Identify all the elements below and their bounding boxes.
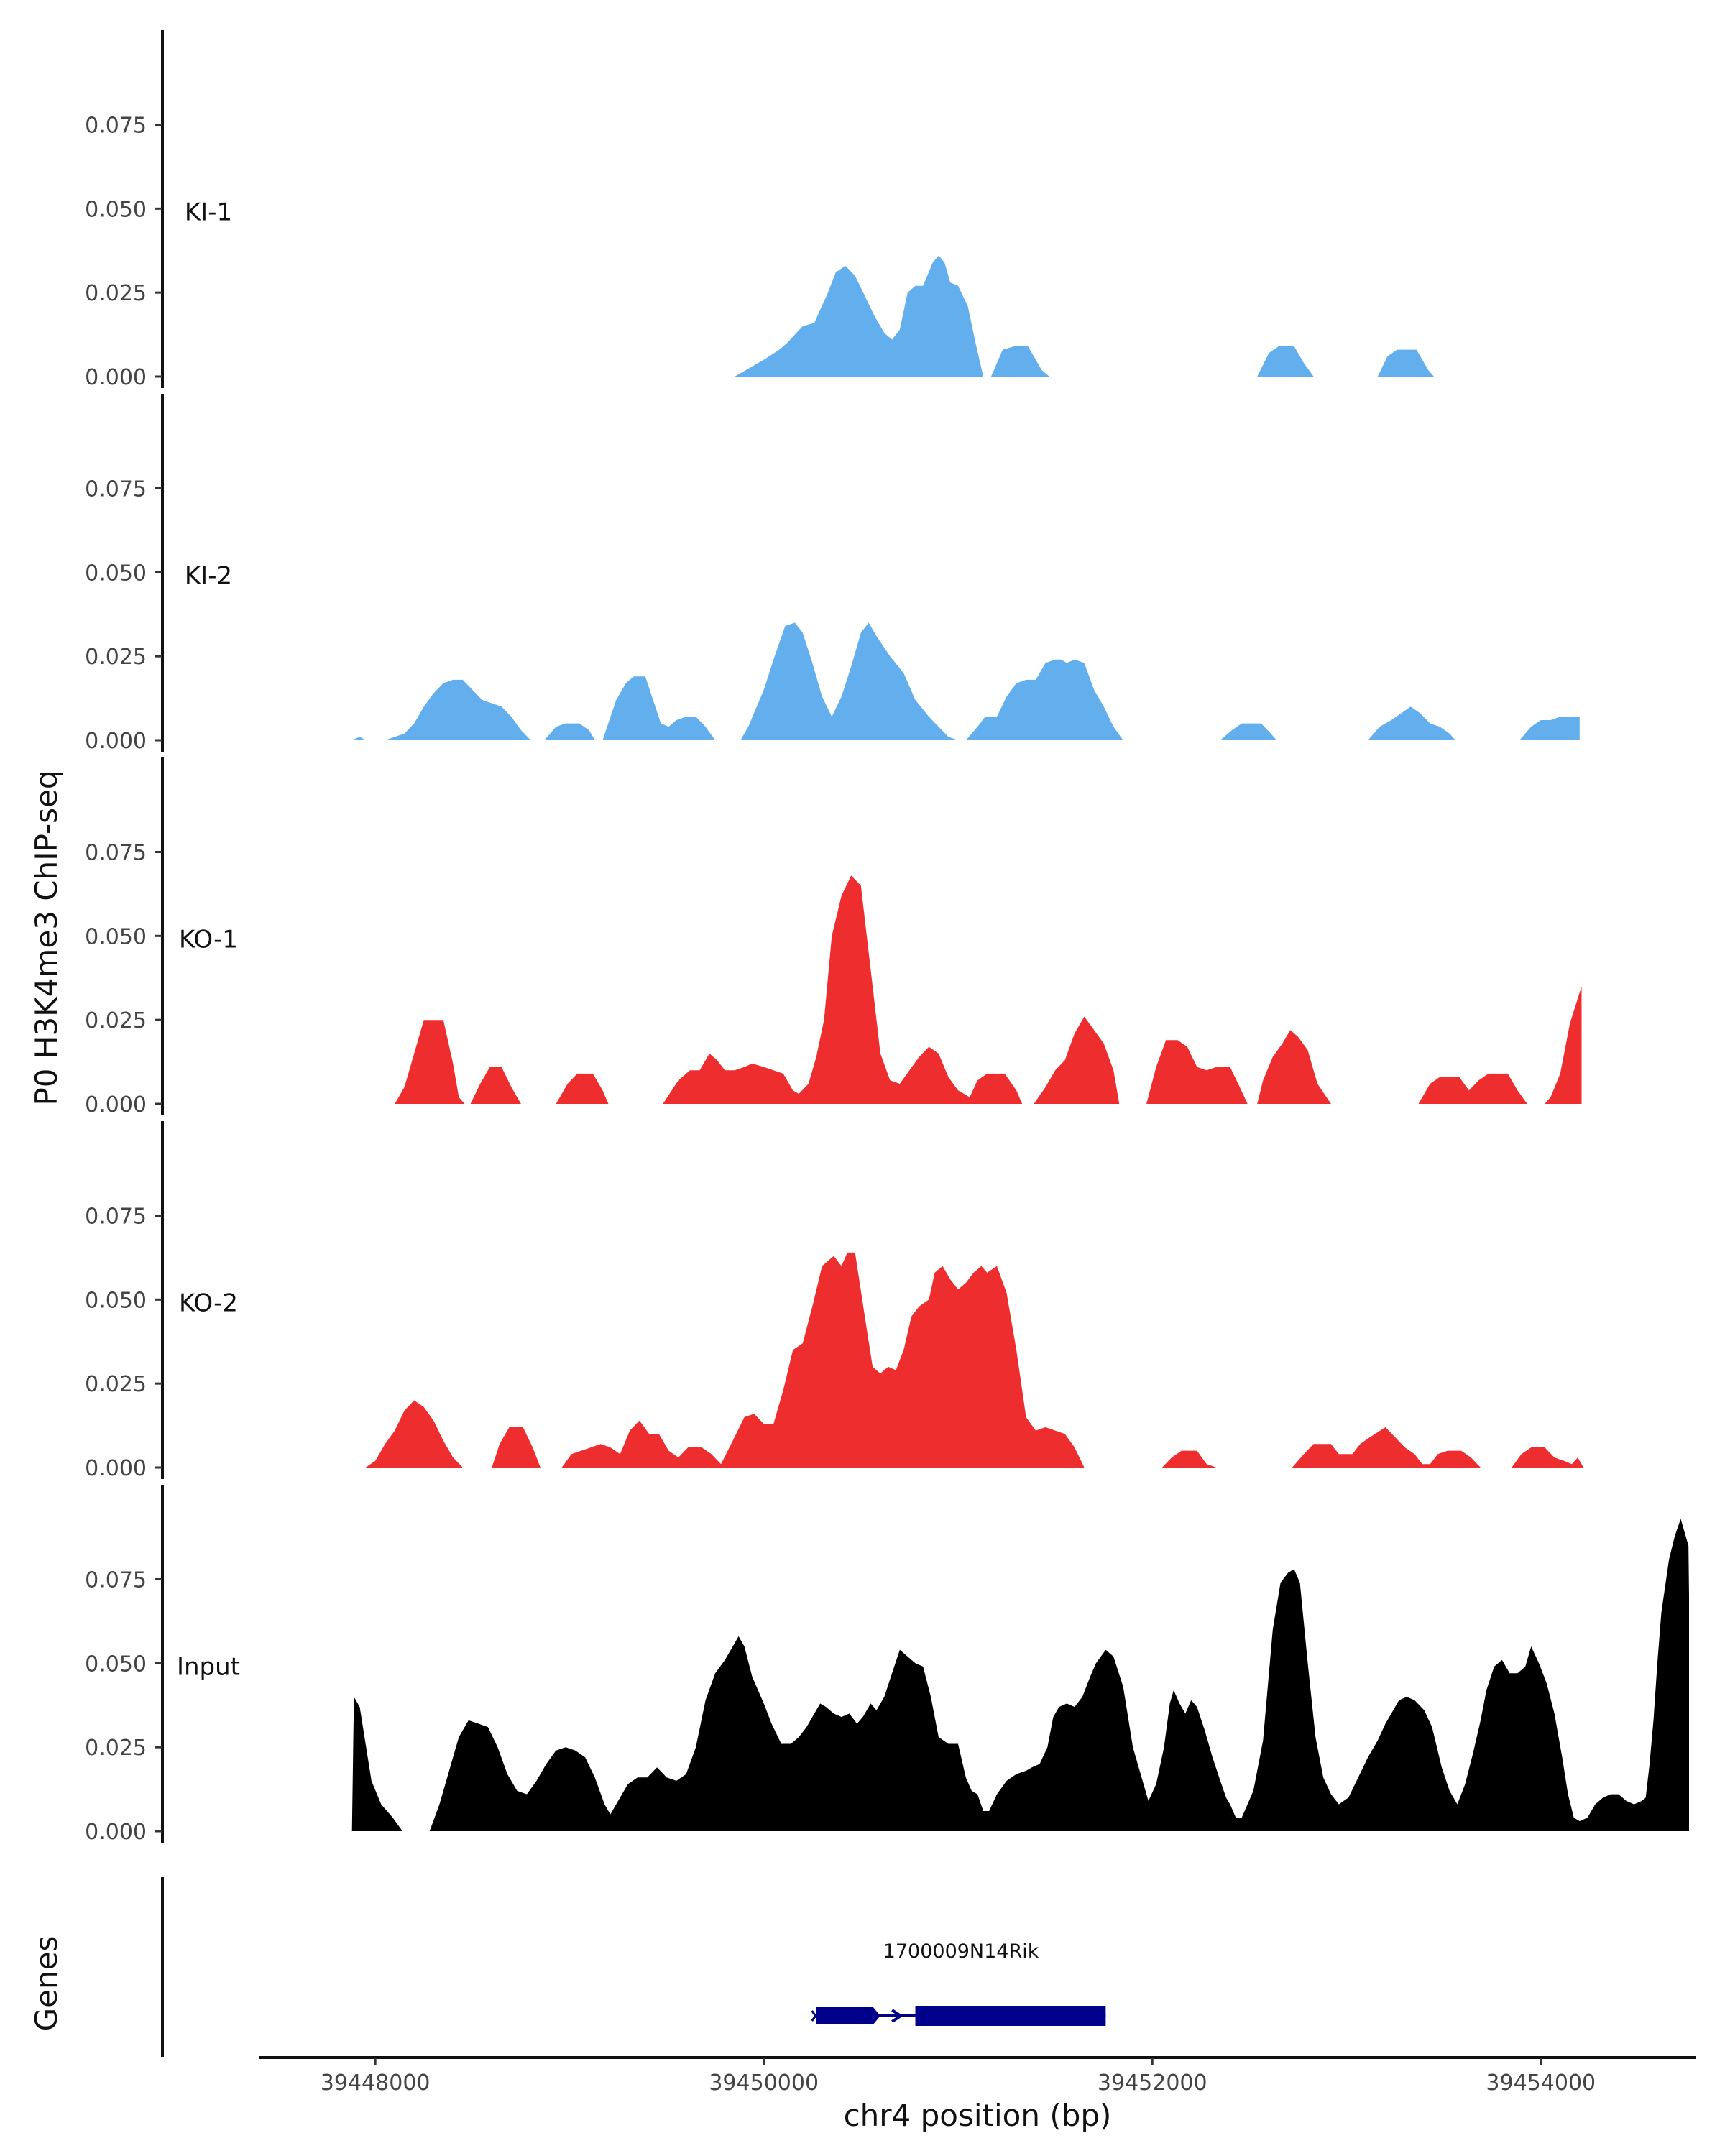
x-tick-label: 39452000 [1098,2070,1208,2096]
y-axis-title: P0 H3K4me3 ChIP-seq [29,770,64,1105]
y-tick-label: 0.025 [85,1008,147,1033]
track-label: KI-2 [185,562,232,591]
y-tick-label: 0.000 [85,365,147,390]
signal-area-ki-2 [351,622,1580,740]
x-axis: chr4 position (bp) 39448000 39450000 39452… [259,2056,1696,2133]
y-tick-label: 0.075 [85,476,147,502]
y-tick-label: 0.025 [85,1372,147,1397]
track-label: KO-1 [179,926,238,954]
y-tick-label: 0.000 [85,1456,147,1481]
y-tick-label: 0.050 [85,197,147,222]
y-tick-label: 0.050 [85,924,147,949]
signal-area-ko-2 [365,1252,1584,1468]
y-tick-label: 0.025 [85,1736,147,1761]
x-axis-title: chr4 position (bp) [844,2098,1112,2133]
y-tick-label: 0.000 [85,1092,147,1118]
signal-area-ki-1 [735,255,1435,377]
y-tick-label: 0.075 [85,1204,147,1229]
track-ko-2: 0.000 0.025 0.050 0.075 KO-2 [85,1121,1584,1481]
track-ki-1: 0.000 0.025 0.050 0.075 KI-1 [85,30,1435,390]
signal-area-input [351,1519,1690,1831]
signal-area-ko-1 [395,875,1582,1104]
gene-panel-title: Genes [29,1936,64,2032]
y-tick-label: 0.050 [85,1651,147,1677]
gene-exon-right [915,2006,1106,2026]
track-label: KO-2 [179,1289,238,1318]
gene-name-label: 1700009N14Rik [883,1940,1039,1963]
track-label: Input [177,1653,240,1682]
y-tick-label: 0.050 [85,561,147,586]
y-axis-title-group: P0 H3K4me3 ChIP-seq [29,770,64,1105]
y-tick-label: 0.000 [85,1820,147,1845]
x-tick-label: 39450000 [709,2070,819,2096]
gene-strand-arrow-icon [891,2009,903,2023]
tracks: 0.0000.0250.0500.075KI-10.0000.0250.0500… [85,30,1690,1845]
gene-panel: Genes 1700009N14Rik [29,1877,1106,2057]
y-tick-label: 0.025 [85,645,147,670]
x-tick-label: 39454000 [1486,2070,1596,2096]
y-tick-label: 0.000 [85,729,147,754]
y-tick-label: 0.075 [85,1567,147,1593]
x-tick-label: 39448000 [321,2070,431,2096]
y-tick-label: 0.050 [85,1288,147,1313]
y-tick-label: 0.075 [85,113,147,138]
track-ko-1: 0.000 0.025 0.050 0.075 KO-1 [85,757,1582,1118]
track-input: 0.000 0.025 0.050 0.075 Input [85,1485,1690,1845]
gene-start-marker-icon [811,2010,820,2022]
track-label: KI-1 [185,198,232,227]
y-tick-label: 0.075 [85,840,147,865]
gene-exon-left [816,2007,880,2024]
track-ki-2: 0.000 0.025 0.050 0.075 KI-2 [85,394,1580,754]
y-tick-label: 0.025 [85,281,147,306]
